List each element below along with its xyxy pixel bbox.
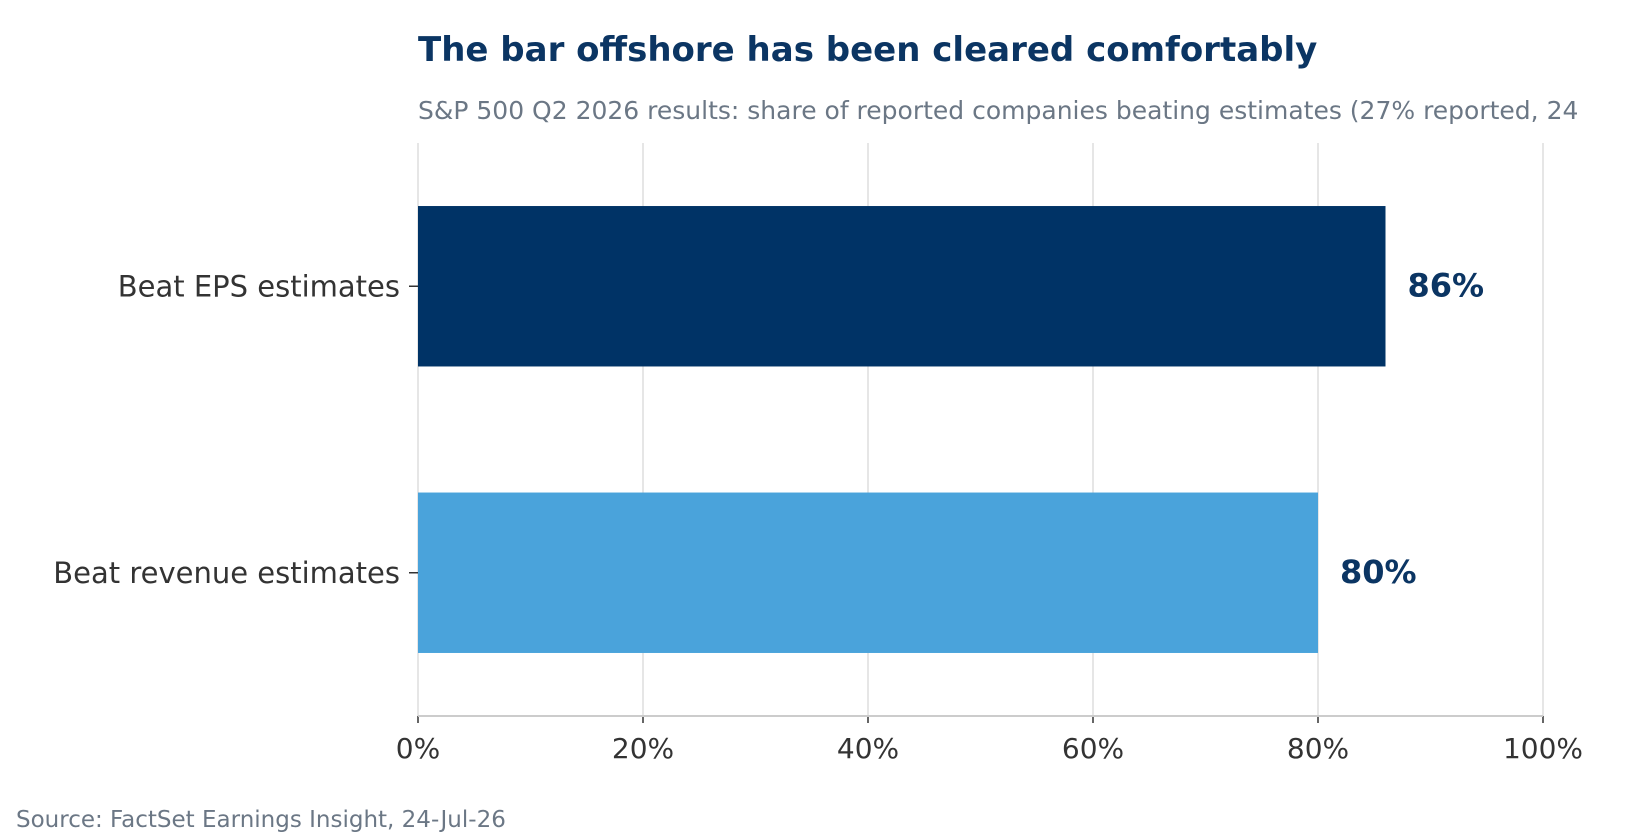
x-tick-label: 40% — [837, 732, 899, 765]
x-axis: 0% 20% 40% 60% 80% 100% — [396, 715, 1583, 765]
chart-subtitle: S&P 500 Q2 2026 results: share of report… — [418, 96, 1578, 125]
bar-beat-eps — [418, 206, 1386, 367]
category-label: Beat revenue estimates — [53, 556, 400, 590]
category-labels: Beat EPS estimates Beat revenue estimates — [53, 269, 418, 590]
category-label: Beat EPS estimates — [118, 269, 400, 303]
x-tick-label: 100% — [1503, 732, 1583, 765]
source-note: Source: FactSet Earnings Insight, 24-Jul… — [16, 807, 506, 833]
data-label: 80% — [1340, 553, 1417, 591]
data-label: 86% — [1408, 266, 1485, 304]
x-tick-label: 80% — [1287, 732, 1349, 765]
chart-title: The bar offshore has been cleared comfor… — [418, 30, 1317, 70]
x-tick-label: 60% — [1062, 732, 1124, 765]
x-tick-label: 20% — [612, 732, 674, 765]
bars — [418, 206, 1386, 653]
bar-beat-revenue — [418, 492, 1318, 653]
x-tick-label: 0% — [396, 732, 440, 765]
data-labels: 86% 80% — [1340, 266, 1484, 591]
